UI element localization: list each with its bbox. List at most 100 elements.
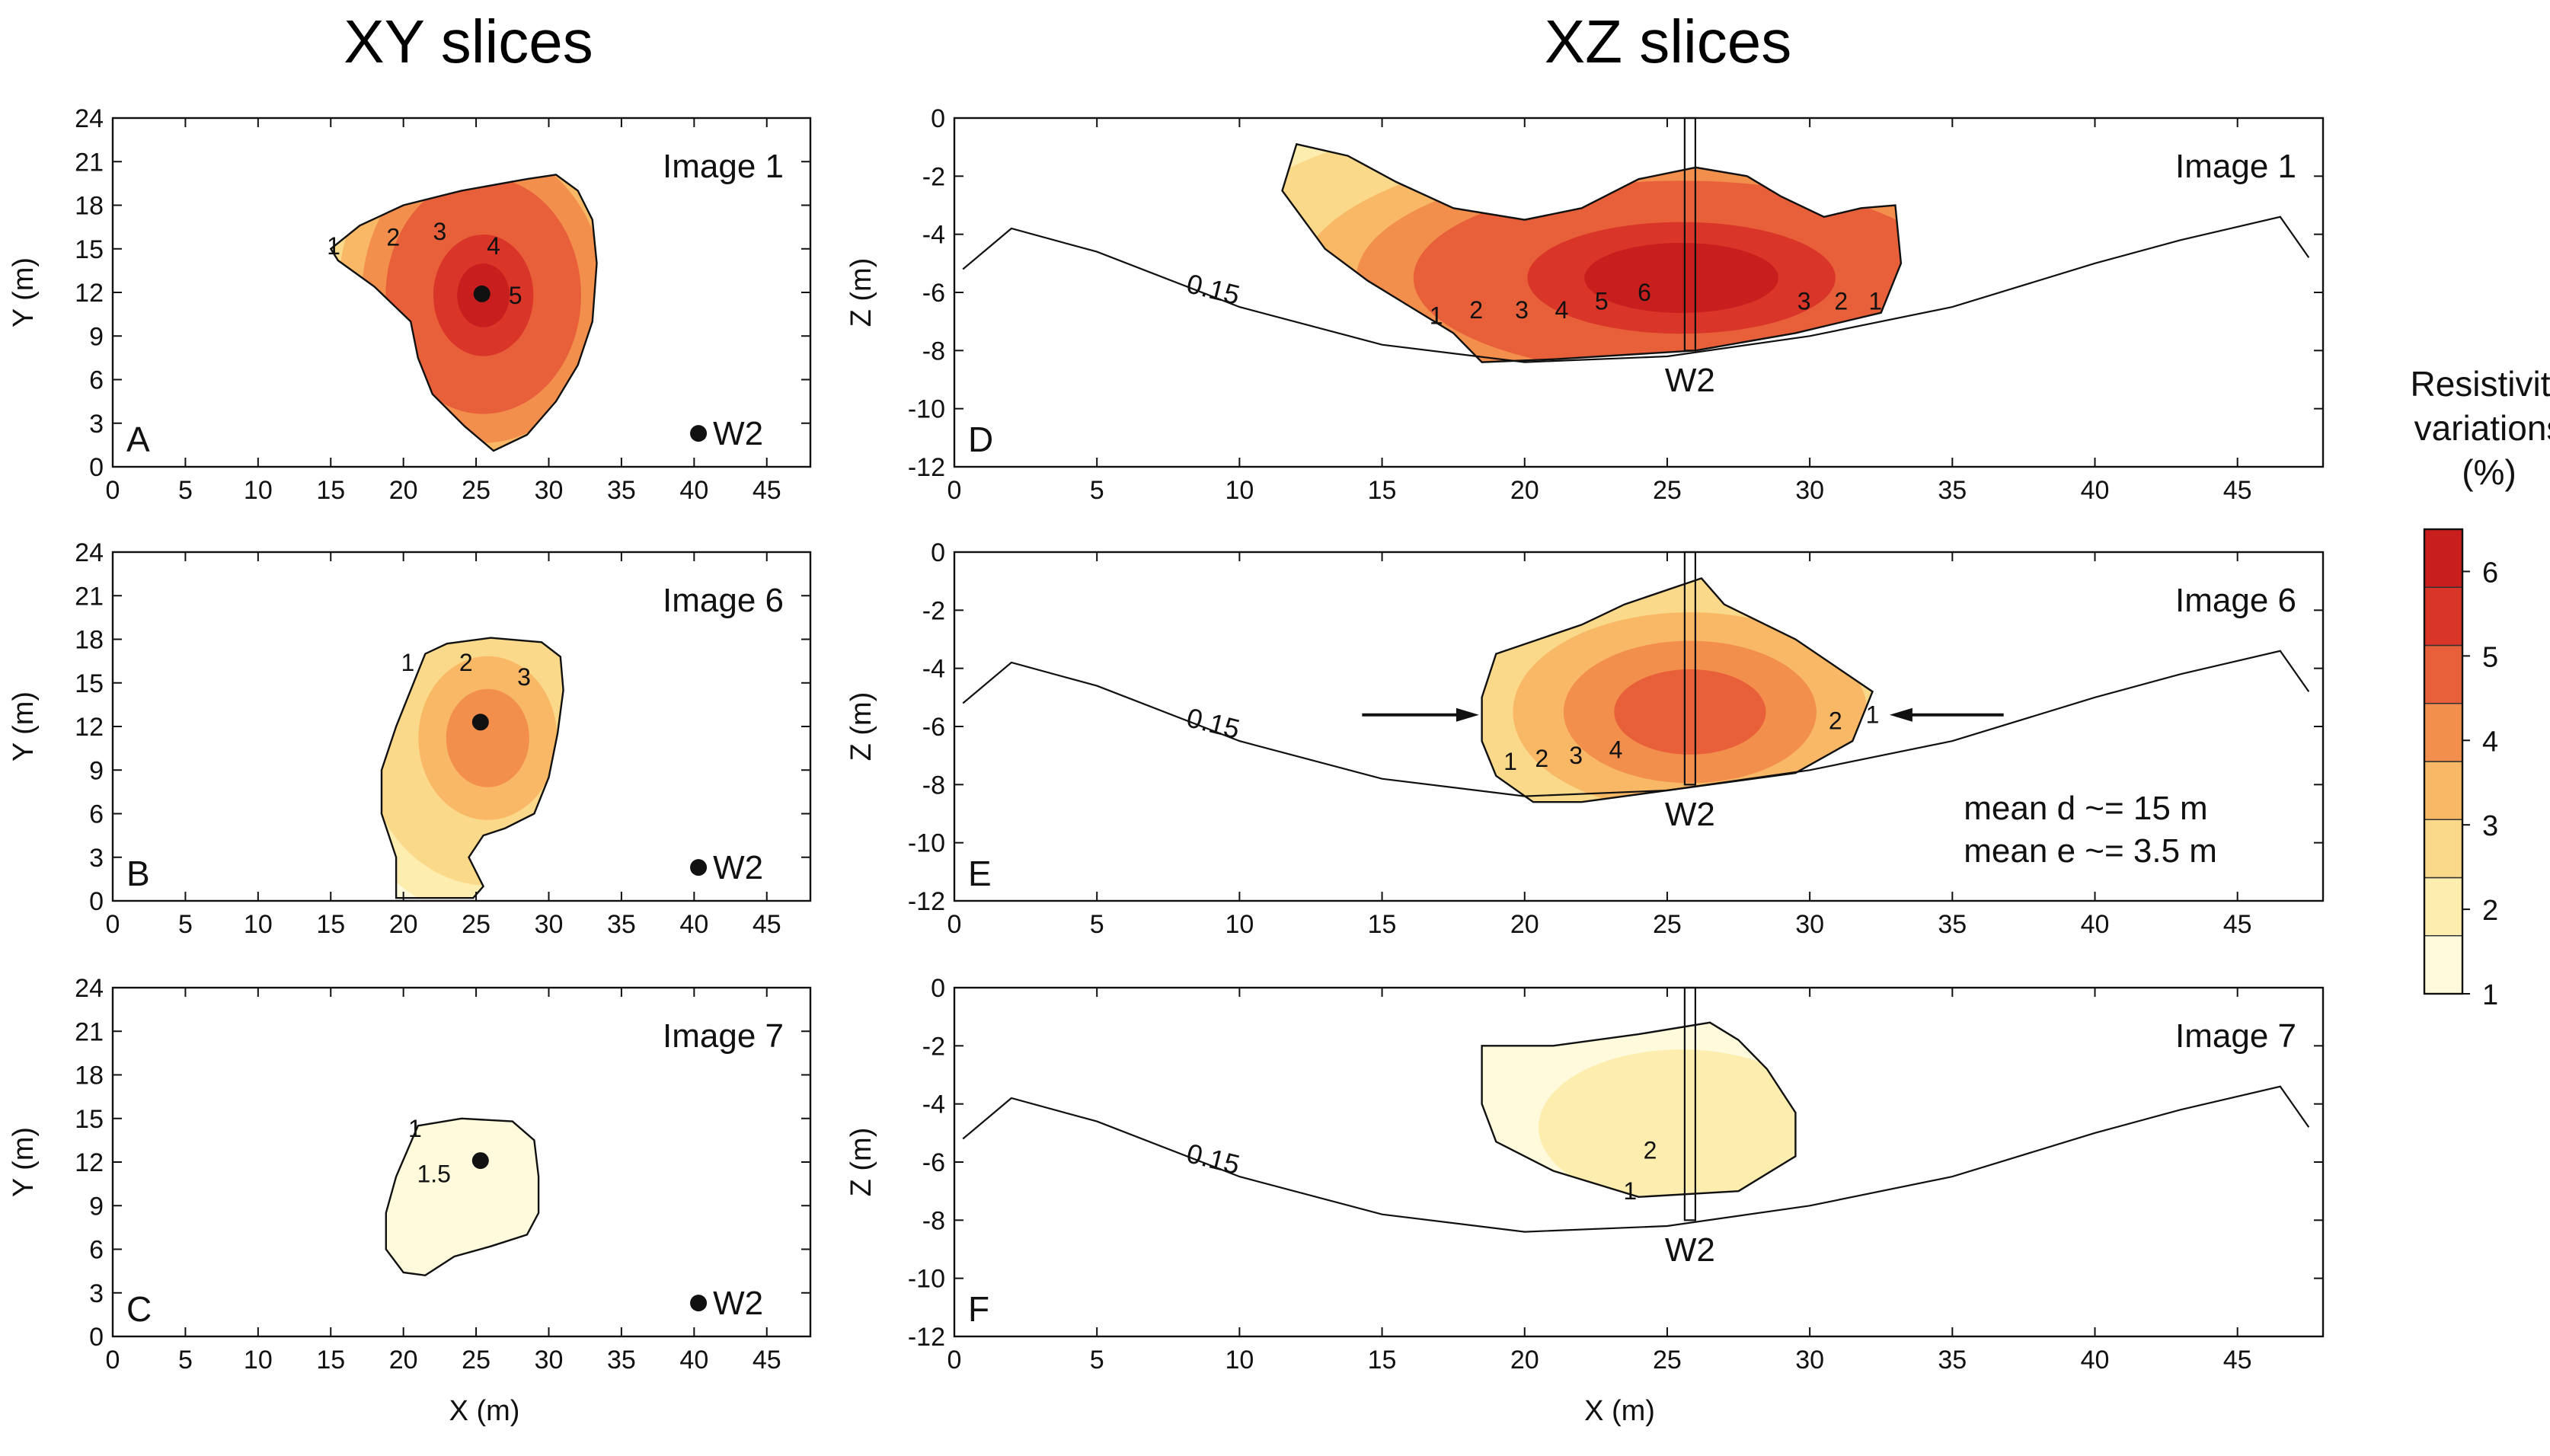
y-tick-label: 24 xyxy=(75,104,104,133)
x-tick-label: 10 xyxy=(1225,1346,1254,1375)
y-axis-label: Z (m) xyxy=(845,1128,877,1197)
colorbar-swatch xyxy=(2424,761,2463,820)
contour-outline xyxy=(1481,1021,1797,1199)
colorbar-tick-label: 6 xyxy=(2482,557,2498,589)
y-axis-label: Y (m) xyxy=(8,1127,40,1197)
y-tick-label: 0 xyxy=(931,538,945,567)
panel-letter: D xyxy=(968,420,993,459)
x-tick-label: 35 xyxy=(607,476,636,505)
well-w2-label: W2 xyxy=(1665,362,1715,399)
contour-outline xyxy=(329,174,598,452)
x-tick-label: 40 xyxy=(2081,1346,2110,1375)
x-tick-label: 0 xyxy=(106,910,120,939)
y-tick-label: 9 xyxy=(89,1192,104,1221)
x-tick-label: 35 xyxy=(1938,910,1967,939)
panel-letter: E xyxy=(968,854,992,893)
contour-label: 1 xyxy=(327,232,340,260)
x-tick-label: 10 xyxy=(244,476,273,505)
y-tick-label: 6 xyxy=(89,800,104,829)
y-tick-label: 24 xyxy=(75,974,104,1003)
contour-label: 5 xyxy=(1595,287,1609,315)
panel-b: W21 230 5 10 15 20 25 30 35 40 4503691215182124Ima… xyxy=(8,538,812,939)
y-tick-label: 18 xyxy=(75,626,104,655)
colorbar-swatch xyxy=(2424,528,2463,588)
colorbar-tick-label: 3 xyxy=(2482,810,2498,842)
colorbar-swatch xyxy=(2424,935,2463,995)
y-tick-label: 15 xyxy=(75,669,104,698)
x-tick-label: 10 xyxy=(1225,910,1254,939)
y-axis-label: Y (m) xyxy=(8,691,40,762)
x-tick-label: 5 xyxy=(1090,910,1104,939)
panel-title: Image 6 xyxy=(663,582,784,619)
x-tick-label: 30 xyxy=(535,1346,564,1375)
colorbar-swatch xyxy=(2424,819,2463,879)
xz-slices-heading: XZ slices xyxy=(1545,8,1792,75)
main-anomaly-band xyxy=(1641,263,1722,292)
y-tick-label: -8 xyxy=(922,1206,945,1235)
main-anomaly-band xyxy=(1614,669,1766,755)
colorbar-swatch xyxy=(2424,703,2463,762)
y-tick-label: -2 xyxy=(922,1032,945,1061)
contour-label: 2 xyxy=(1834,287,1848,315)
contour-label: 1 xyxy=(1503,748,1517,775)
contour-label: 3 xyxy=(1515,296,1529,324)
colorbar-frame xyxy=(2423,528,2464,995)
contour-fill xyxy=(385,1118,539,1276)
colorbar-swatch xyxy=(2424,876,2463,937)
well-w2-label: W2 xyxy=(1665,1231,1715,1269)
y-tick-label: 0 xyxy=(89,1323,104,1352)
contour-label: 1 xyxy=(408,1115,422,1142)
x-tick-label: 10 xyxy=(1225,476,1254,505)
x-tick-label: 0 xyxy=(106,1346,120,1375)
panel-title: Image 1 xyxy=(2175,148,2296,185)
y-tick-label: -2 xyxy=(922,162,945,191)
contour-label: 2 xyxy=(386,223,400,251)
x-tick-label: 40 xyxy=(2081,476,2110,505)
x-tick-label: 25 xyxy=(462,1346,491,1375)
colorbar-tick-label: 4 xyxy=(2482,726,2498,758)
y-tick-label: 9 xyxy=(89,322,104,351)
x-tick-label: 0 xyxy=(947,476,962,505)
contour-label: 2 xyxy=(1644,1137,1657,1164)
y-tick-label: 15 xyxy=(75,1105,104,1134)
panel-c: W2 1 1.5 0 5 10 15 20 25 30 35 40 45 0 3 6 9 12 15 18 21 24 Im… xyxy=(8,974,812,1427)
annotation-text: mean d ~= 15 m xyxy=(1964,790,2207,827)
contour-fill xyxy=(1282,144,1901,362)
x-tick-label: 5 xyxy=(178,910,193,939)
x-tick-label: 10 xyxy=(244,1346,273,1375)
legend-w2-dot xyxy=(690,1295,708,1312)
x-tick-label: 0 xyxy=(947,1346,962,1375)
contour-label: 6 xyxy=(1638,279,1651,306)
left-arrow-head xyxy=(1456,707,1479,722)
contour-fill xyxy=(1481,1022,1796,1197)
annotation-text: mean e ~= 3.5 m xyxy=(1964,832,2217,870)
colorbar-tick-label: 2 xyxy=(2482,895,2498,927)
colorbar-title-line3: (%) xyxy=(2462,452,2516,492)
colorbar-title-line2: variations xyxy=(2414,408,2550,448)
contour-fill xyxy=(382,637,564,899)
well-w2-dot xyxy=(473,285,491,302)
y-tick-label: 0 xyxy=(89,453,104,482)
contour-label: 1 xyxy=(401,649,414,676)
panel-title: Image 1 xyxy=(663,148,784,185)
y-tick-label: 21 xyxy=(75,148,104,177)
legend-w2-label: W2 xyxy=(713,849,763,886)
contour-label: 2 xyxy=(1535,745,1548,772)
contour-label: 2 xyxy=(1469,296,1483,324)
x-tick-label: 25 xyxy=(1653,476,1682,505)
contour-outline xyxy=(1481,577,1874,803)
x-tick-label: 20 xyxy=(389,910,418,939)
y-tick-label: 12 xyxy=(75,279,104,308)
x-tick-label: 15 xyxy=(1368,910,1397,939)
contour-label: 3 xyxy=(1569,742,1583,769)
x-tick-label: 35 xyxy=(607,910,636,939)
contour-outline xyxy=(385,1117,540,1277)
y-tick-label: 12 xyxy=(75,713,104,742)
y-axis-label: Z (m) xyxy=(845,692,877,762)
well-w2-dot xyxy=(471,714,489,731)
x-tick-label: 5 xyxy=(1090,1346,1104,1375)
x-tick-label: 15 xyxy=(1368,476,1397,505)
